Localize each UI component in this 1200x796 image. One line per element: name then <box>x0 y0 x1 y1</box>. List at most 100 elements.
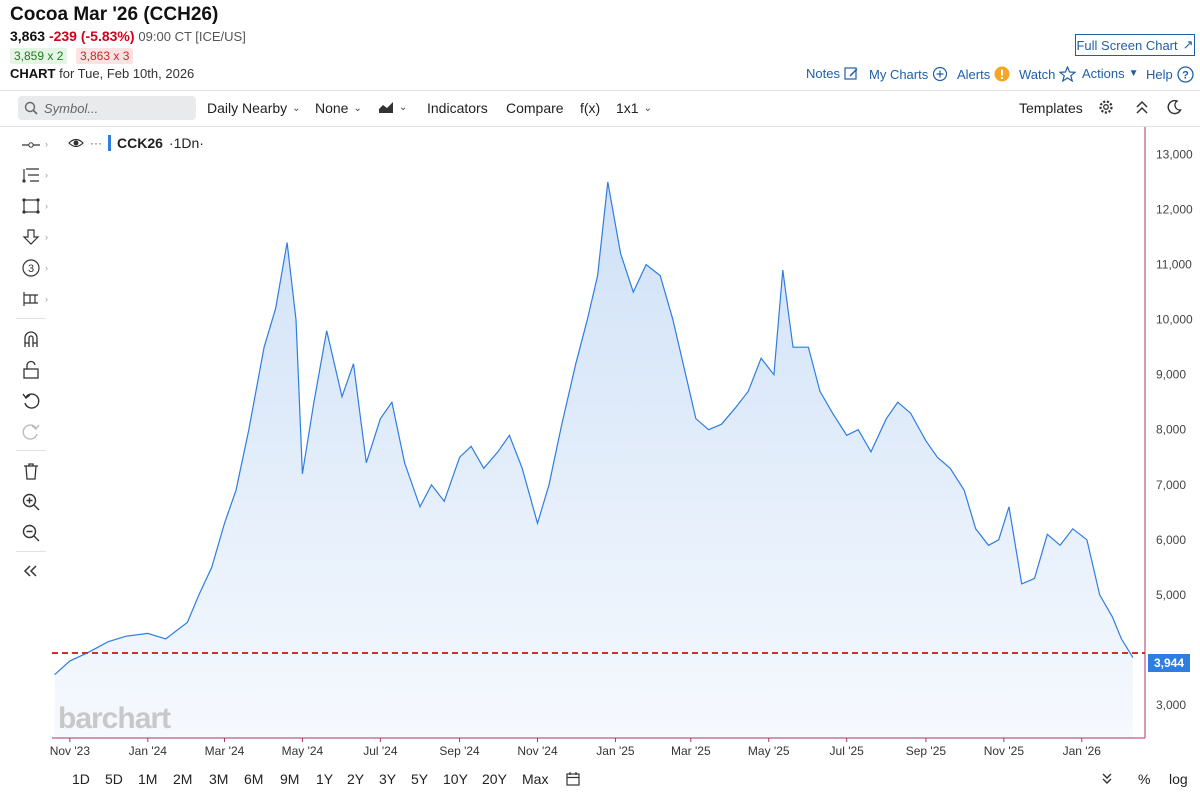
period-button-2y[interactable]: 2Y <box>347 771 365 787</box>
y-tick-label: 11,000 <box>1156 258 1192 272</box>
zoom-out-button[interactable] <box>18 521 44 545</box>
x-tick-label: Jan '26 <box>1063 744 1102 758</box>
period-button-6m[interactable]: 6M <box>244 771 264 787</box>
actions-menu[interactable]: Actions ▼ <box>1082 66 1139 81</box>
my-charts-label: My Charts <box>869 66 929 82</box>
period-button-max[interactable]: Max <box>522 771 549 787</box>
log-toggle[interactable]: log <box>1169 771 1188 787</box>
period-button-9m[interactable]: 9M <box>280 771 300 787</box>
star-icon <box>1059 66 1077 82</box>
symbol-search-input[interactable]: Symbol... <box>18 96 196 120</box>
alerts-link[interactable]: Alerts <box>957 66 1010 82</box>
legend-interval: ·1Dn· <box>168 135 204 151</box>
measure-icon <box>23 292 38 306</box>
price-area <box>54 182 1133 738</box>
y-tick-label: 3,000 <box>1156 698 1186 712</box>
quote-line: 3,863 -239 (-5.83%) 09:00 CT [ICE/US] <box>10 28 246 44</box>
settings-button[interactable] <box>1098 99 1114 115</box>
ref-price-label: 3,944 <box>1154 656 1184 670</box>
measure-tool-button[interactable] <box>18 287 44 311</box>
watch-link[interactable]: Watch <box>1019 66 1077 82</box>
zoom-in-button[interactable] <box>18 490 44 514</box>
delete-button[interactable] <box>18 459 44 483</box>
eye-icon <box>68 138 84 148</box>
compare-button[interactable]: Compare <box>506 100 564 116</box>
fib-tool-button[interactable] <box>18 163 44 187</box>
expand-bottom-button[interactable] <box>1101 771 1113 788</box>
templates-button[interactable]: Templates <box>1019 100 1083 116</box>
more-options-icon[interactable]: ··· <box>90 136 102 150</box>
collapse-header-button[interactable] <box>1135 99 1149 115</box>
counter-tool-button[interactable]: 3 <box>18 256 44 280</box>
x-axis-ticks: Nov '23 Jan '24 Mar '24 May '24 Jul '24 Sep '… <box>50 738 1102 758</box>
full-screen-button[interactable]: Full Screen Chart ↗ <box>1075 34 1195 56</box>
double-chevron-left-icon <box>23 565 37 577</box>
period-button-1d[interactable]: 1D <box>72 771 90 787</box>
zoom-out-icon <box>22 524 40 542</box>
divider <box>16 450 46 451</box>
price-change: -239 (-5.83%) <box>48 28 135 44</box>
bid-badge: 3,859 x 2 <box>10 48 68 64</box>
x-tick-label: Nov '24 <box>517 744 558 758</box>
magnet-icon <box>24 331 38 347</box>
alerts-label: Alerts <box>957 66 991 82</box>
shape-tool-button[interactable] <box>18 194 44 218</box>
svg-text:3: 3 <box>28 263 34 275</box>
date-range-button[interactable] <box>566 771 580 789</box>
magnet-button[interactable] <box>18 327 44 351</box>
period-button-5y[interactable]: 5Y <box>411 771 429 787</box>
ref-price-tag: 3,944 <box>1148 654 1190 672</box>
help-link[interactable]: Help ? <box>1146 66 1194 83</box>
indicators-button[interactable]: Indicators <box>427 100 488 116</box>
aggregation-dropdown[interactable]: Daily Nearby ⌄ <box>207 100 301 116</box>
undo-button[interactable] <box>18 389 44 413</box>
chevron-right-icon: › <box>45 139 48 149</box>
gear-icon <box>1099 100 1113 114</box>
period-button-10y[interactable]: 10Y <box>443 771 468 787</box>
chevron-right-icon: › <box>45 263 48 273</box>
theme-toggle-button[interactable] <box>1166 99 1182 115</box>
y-tick-label: 13,000 <box>1156 148 1193 162</box>
period-button-1y[interactable]: 1Y <box>316 771 334 787</box>
y-axis-ticks: 13,000 12,000 11,000 10,000 9,000 8,000 7,000 6… <box>1156 148 1193 712</box>
period-button-5d[interactable]: 5D <box>105 771 123 787</box>
chevron-down-icon: ⌄ <box>292 102 301 114</box>
layout-dropdown[interactable]: 1x1 ⌄ <box>616 100 652 116</box>
arrow-tool-button[interactable] <box>18 225 44 249</box>
x-tick-label: Sep '24 <box>439 744 480 758</box>
notes-label: Notes <box>806 66 840 81</box>
y-tick-label: 7,000 <box>1156 478 1186 492</box>
fx-button[interactable]: f(x) <box>580 100 600 116</box>
notes-link[interactable]: Notes <box>806 66 859 81</box>
period-button-20y[interactable]: 20Y <box>482 771 507 787</box>
actions-label: Actions <box>1082 66 1125 81</box>
search-icon <box>24 101 38 115</box>
collapse-toolbar-button[interactable] <box>18 559 44 583</box>
percent-toggle[interactable]: % <box>1138 771 1151 787</box>
period-button-2m[interactable]: 2M <box>173 771 193 787</box>
line-tool-button[interactable] <box>18 133 44 157</box>
x-tick-label: Mar '25 <box>671 744 711 758</box>
y-tick-label: 8,000 <box>1156 423 1186 437</box>
y-tick-label: 6,000 <box>1156 533 1186 547</box>
barchart-watermark: barchart <box>58 702 171 735</box>
lock-button[interactable] <box>18 358 44 382</box>
overlay-dropdown[interactable]: None ⌄ <box>315 100 362 116</box>
period-button-1m[interactable]: 1M <box>138 771 158 787</box>
period-button-3y[interactable]: 3Y <box>379 771 397 787</box>
caret-down-icon: ▼ <box>1128 68 1139 79</box>
redo-button[interactable] <box>18 420 44 444</box>
period-button-3m[interactable]: 3M <box>209 771 229 787</box>
chevron-right-icon: › <box>45 294 48 304</box>
chevron-down-icon: ⌄ <box>643 102 652 114</box>
x-tick-label: Nov '25 <box>984 744 1025 758</box>
double-chevron-up-icon <box>1136 100 1148 114</box>
divider <box>16 551 46 552</box>
area-chart-icon <box>379 102 393 113</box>
my-charts-link[interactable]: My Charts <box>869 66 948 82</box>
chart-legend[interactable]: ··· CCK26 ·1Dn· <box>68 135 204 151</box>
help-label: Help <box>1146 67 1173 82</box>
chart-type-dropdown[interactable]: ⌄ <box>378 100 407 114</box>
chevron-down-icon: ⌄ <box>353 102 362 114</box>
